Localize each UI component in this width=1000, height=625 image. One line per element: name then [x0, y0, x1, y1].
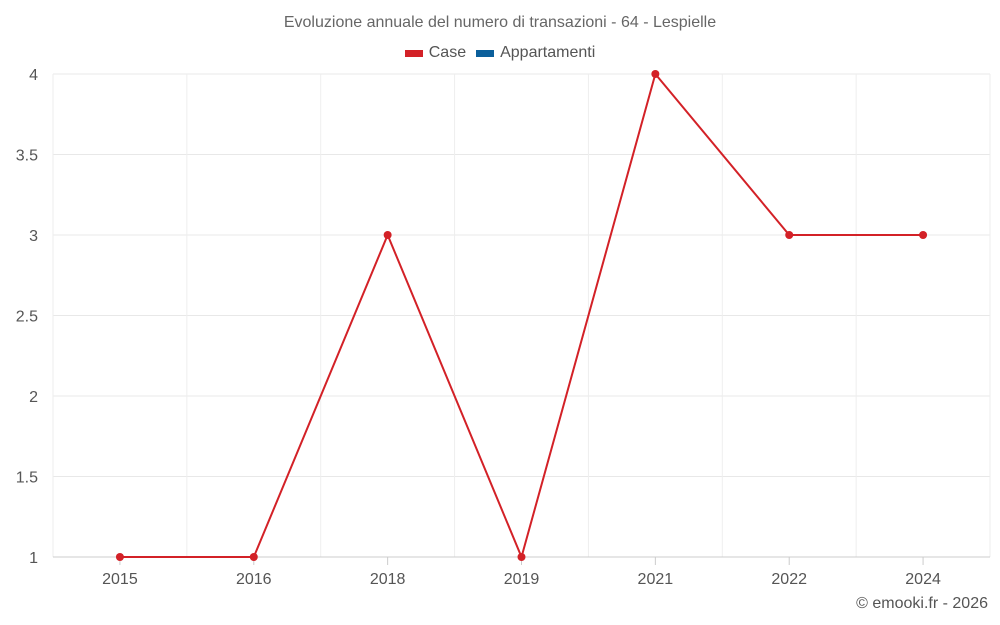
x-tick-label: 2016	[236, 571, 272, 588]
chart-title: Evoluzione annuale del numero di transaz…	[283, 14, 717, 31]
x-tick-label: 2019	[504, 571, 540, 588]
data-point	[651, 70, 660, 78]
credit-text: © emooki.fr - 2026	[856, 595, 988, 612]
data-point	[383, 231, 392, 239]
legend-label-appartamenti: Appartamenti	[500, 44, 596, 61]
x-tick-label: 2021	[638, 571, 674, 588]
data-point	[517, 553, 526, 561]
y-tick-label: 3.5	[16, 148, 38, 165]
legend-swatch-case	[404, 49, 423, 57]
x-tick-label: 2024	[905, 571, 941, 588]
data-point	[249, 553, 258, 561]
data-point	[115, 553, 124, 561]
y-tick-label: 4	[29, 67, 38, 84]
legend-item-appartamenti[interactable]: Appartamenti	[476, 44, 595, 62]
legend-label-case: Case	[428, 44, 467, 61]
data-point	[785, 231, 794, 239]
y-tick-label: 3	[29, 228, 38, 245]
y-tick-label: 2	[29, 389, 38, 406]
y-tick-label: 1	[29, 550, 38, 567]
x-tick-label: 2022	[771, 571, 807, 588]
y-tick-label: 2.5	[16, 309, 38, 326]
y-tick-label: 1.5	[16, 470, 38, 487]
legend-swatch-appartamenti	[476, 49, 495, 57]
x-tick-label: 2015	[102, 571, 138, 588]
chart-legend: Case Appartamenti	[0, 44, 1000, 62]
x-tick-label: 2018	[370, 571, 406, 588]
data-point	[919, 231, 928, 239]
legend-item-case[interactable]: Case	[404, 44, 467, 62]
